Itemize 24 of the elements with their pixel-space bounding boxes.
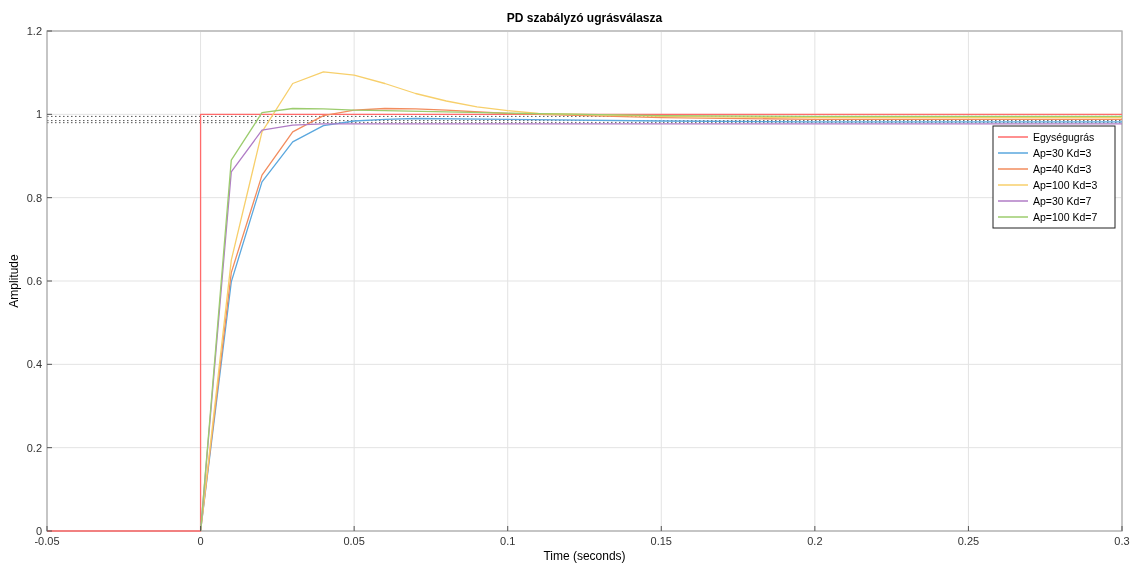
x-tick-label: 0.1 <box>500 535 516 547</box>
y-tick-label: 0.8 <box>26 191 42 204</box>
legend-label: Egységugrás <box>1033 131 1095 143</box>
y-tick-label: 1 <box>35 108 42 121</box>
x-tick-label: 0.25 <box>957 535 980 547</box>
legend-label: Ap=30 Kd=3 <box>1033 147 1092 159</box>
x-axis-title: Time (seconds) <box>543 549 626 563</box>
legend-label: Ap=30 Kd=7 <box>1033 195 1092 207</box>
x-tick-label: 0.05 <box>343 535 365 547</box>
legend-label: Ap=100 Kd=7 <box>1033 211 1098 223</box>
x-tick-label: 0 <box>197 535 204 547</box>
y-axis-title: Amplitude <box>7 254 21 308</box>
x-tick-label: 0.3 <box>1114 535 1130 547</box>
x-tick-label: 0.2 <box>807 535 823 547</box>
chart-title: PD szabályzó ugrásválasza <box>506 11 663 25</box>
y-tick-label: 0.4 <box>26 358 42 371</box>
y-tick-label: 0 <box>35 525 42 537</box>
y-tick-label: 1.2 <box>26 25 42 37</box>
x-tick-label: -0.05 <box>34 535 60 547</box>
y-tick-label: 0.6 <box>26 275 42 287</box>
legend-label: Ap=40 Kd=3 <box>1033 163 1092 175</box>
x-tick-label: 0.15 <box>650 535 672 547</box>
y-tick-label: 0.2 <box>26 441 42 454</box>
legend-label: Ap=100 Kd=3 <box>1033 179 1098 191</box>
